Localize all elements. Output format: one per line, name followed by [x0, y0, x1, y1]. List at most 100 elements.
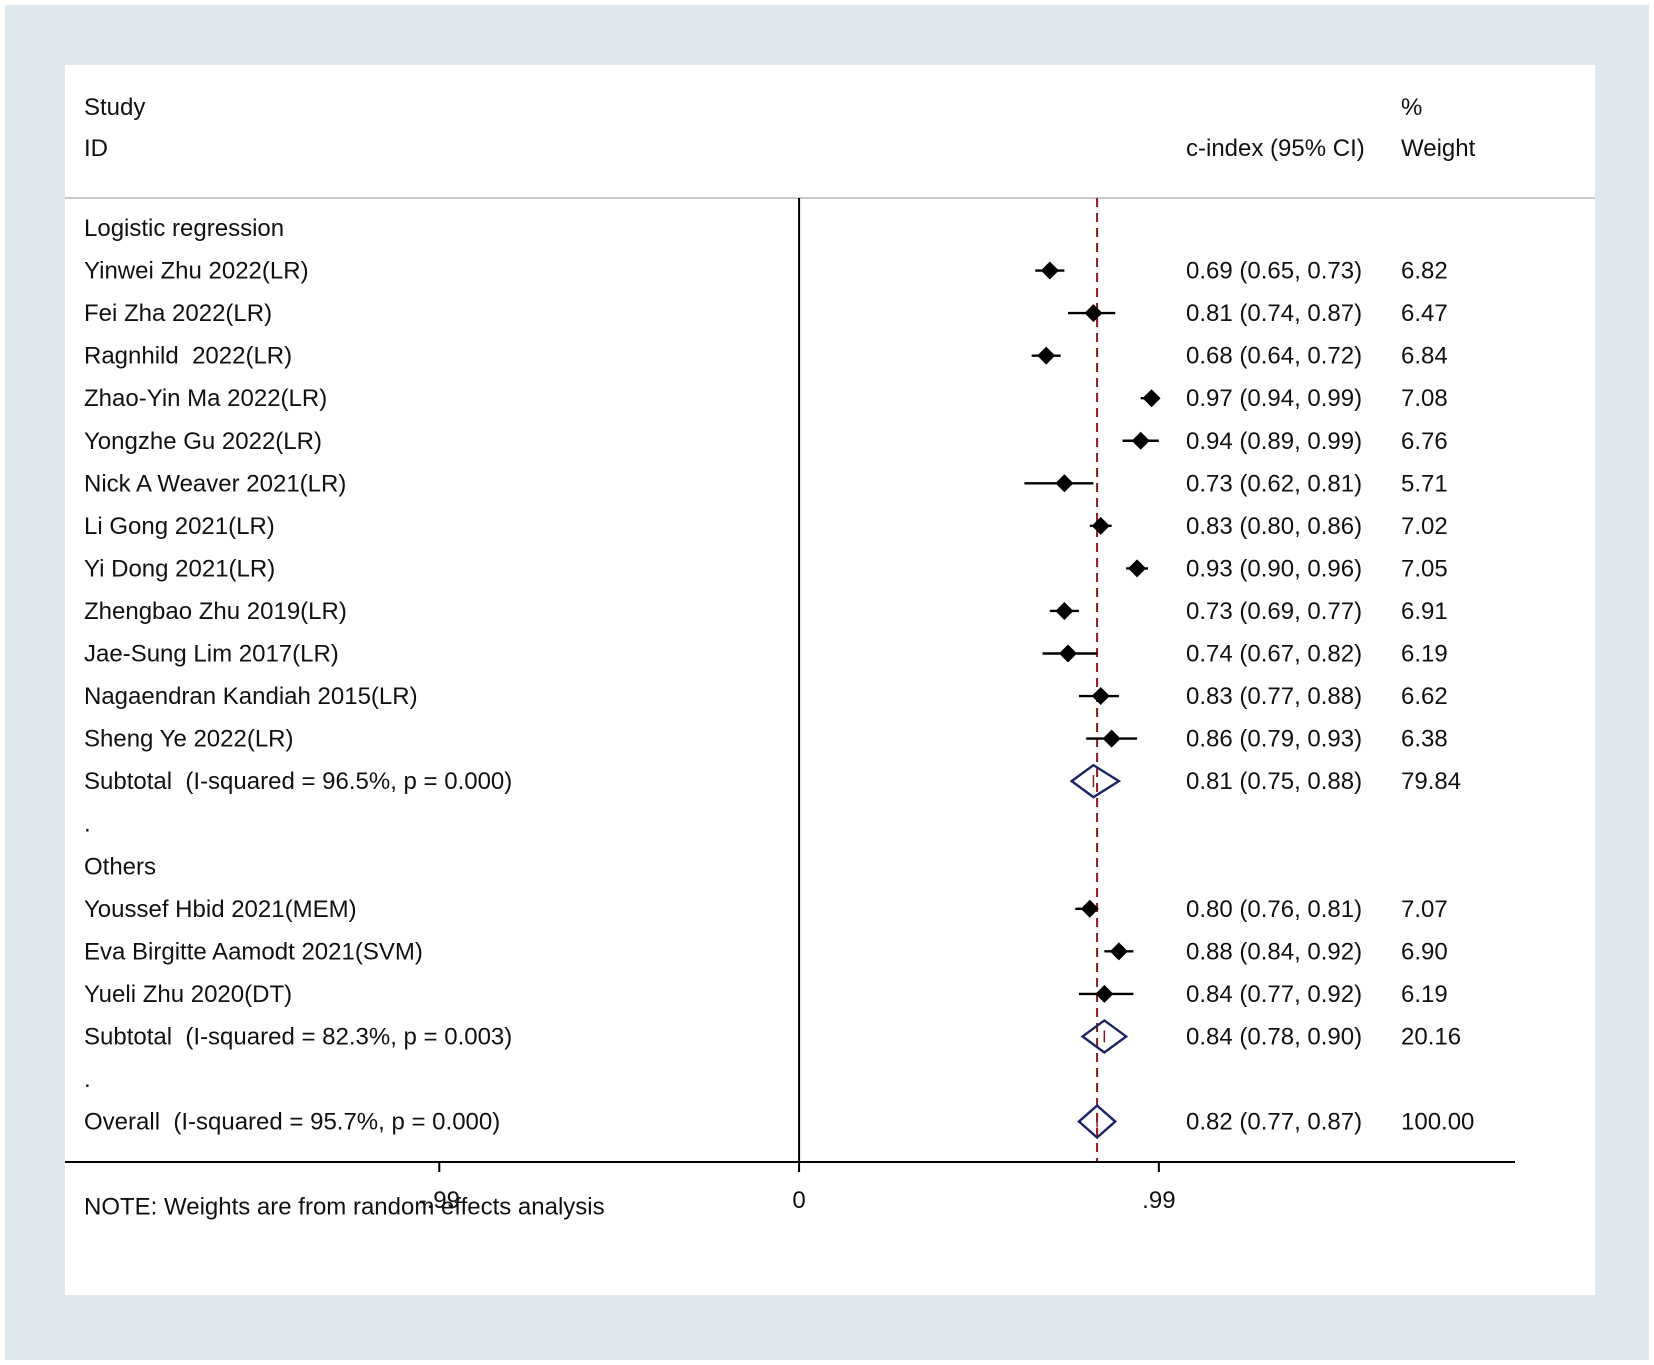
row-label: Yi Dong 2021(LR)	[84, 555, 275, 582]
forest-row-study: Sheng Ye 2022(LR) 0.86 (0.79, 0.93) 6.38	[84, 726, 1448, 753]
forest-row-group: Logistic regression	[84, 215, 284, 242]
forest-row-note: NOTE: Weights are from random effects an…	[84, 1194, 605, 1221]
weight-value: 7.07	[1401, 896, 1448, 923]
forest-plot: Study ID c-index (95% CI) % Weight Logis…	[65, 65, 1595, 1295]
weight-value: 6.62	[1401, 683, 1448, 710]
row-label: Yinwei Zhu 2022(LR)	[84, 258, 309, 285]
point-estimate-marker	[1095, 984, 1114, 1003]
forest-row-subtotal: Subtotal (I-squared = 82.3%, p = 0.003) 0…	[84, 1018, 1461, 1054]
ci-value: 0.97 (0.94, 0.99)	[1186, 385, 1362, 412]
ci-value: 0.80 (0.76, 0.81)	[1186, 896, 1362, 923]
row-label: Eva Birgitte Aamodt 2021(SVM)	[84, 938, 423, 965]
point-estimate-marker	[1102, 729, 1121, 748]
forest-row-study: Yongzhe Gu 2022(LR) 0.94 (0.89, 0.99) 6.76	[84, 428, 1448, 455]
point-estimate-marker	[1037, 346, 1056, 365]
x-tick-label: .99	[1142, 1187, 1175, 1214]
plot-panel	[65, 65, 1595, 1295]
forest-row-study: Yi Dong 2021(LR) 0.93 (0.90, 0.96) 7.05	[84, 555, 1448, 582]
point-estimate-marker	[1059, 644, 1078, 663]
weight-value: 6.19	[1401, 641, 1448, 668]
row-label: Li Gong 2021(LR)	[84, 513, 275, 540]
group-label: Others	[84, 853, 156, 880]
header-c-index: c-index (95% CI)	[1186, 135, 1365, 162]
header-id: ID	[84, 135, 108, 162]
ci-value: 0.83 (0.77, 0.88)	[1186, 683, 1362, 710]
forest-row-study: Nagaendran Kandiah 2015(LR) 0.83 (0.77, 0…	[84, 683, 1448, 710]
forest-row-study: Nick A Weaver 2021(LR) 0.73 (0.62, 0.81) 5…	[84, 470, 1448, 497]
point-estimate-marker	[1142, 389, 1161, 408]
pooled-estimate-diamond	[1080, 1018, 1129, 1054]
forest-row-study: Fei Zha 2022(LR) 0.81 (0.74, 0.87) 6.47	[84, 300, 1448, 327]
ci-value: 0.73 (0.62, 0.81)	[1186, 470, 1362, 497]
ci-value: 0.93 (0.90, 0.96)	[1186, 555, 1362, 582]
weight-value: 6.76	[1401, 428, 1448, 455]
point-estimate-marker	[1055, 474, 1074, 493]
ci-value: 0.82 (0.77, 0.87)	[1186, 1109, 1362, 1136]
weight-value: 20.16	[1401, 1023, 1461, 1050]
row-label: Yueli Zhu 2020(DT)	[84, 981, 292, 1008]
row-label: .	[84, 811, 91, 838]
row-label: Jae-Sung Lim 2017(LR)	[84, 641, 339, 668]
ci-value: 0.73 (0.69, 0.77)	[1186, 598, 1362, 625]
weight-value: 6.84	[1401, 343, 1448, 370]
forest-row-study: Li Gong 2021(LR) 0.83 (0.80, 0.86) 7.02	[84, 513, 1448, 540]
forest-row-study: Eva Birgitte Aamodt 2021(SVM) 0.88 (0.84,…	[84, 938, 1448, 965]
weight-value: 79.84	[1401, 768, 1461, 795]
x-axis: -.99 0 .99	[65, 1161, 1515, 1214]
point-estimate-marker	[1109, 942, 1128, 961]
weight-value: 6.90	[1401, 938, 1448, 965]
weight-value: 7.05	[1401, 555, 1448, 582]
row-label: Fei Zha 2022(LR)	[84, 300, 272, 327]
x-tick-label: 0	[792, 1187, 805, 1214]
pooled-estimate-diamond	[1069, 763, 1122, 799]
row-label: Subtotal (I-squared = 82.3%, p = 0.003)	[84, 1023, 512, 1050]
forest-row-subtotal: Overall (I-squared = 95.7%, p = 0.000) 0.…	[84, 1103, 1474, 1140]
ci-value: 0.94 (0.89, 0.99)	[1186, 428, 1362, 455]
ci-value: 0.69 (0.65, 0.73)	[1186, 258, 1362, 285]
ci-value: 0.86 (0.79, 0.93)	[1186, 726, 1362, 753]
weight-value: 6.38	[1401, 726, 1448, 753]
ci-value: 0.83 (0.80, 0.86)	[1186, 513, 1362, 540]
weight-value: 6.91	[1401, 598, 1448, 625]
point-estimate-marker	[1091, 516, 1110, 535]
ci-value: 0.88 (0.84, 0.92)	[1186, 938, 1362, 965]
point-estimate-marker	[1091, 687, 1110, 706]
weight-value: 5.71	[1401, 470, 1448, 497]
pooled-estimate-diamond	[1077, 1103, 1118, 1140]
row-label: Overall (I-squared = 95.7%, p = 0.000)	[84, 1109, 500, 1136]
header-percent: %	[1401, 94, 1422, 121]
group-label: Logistic regression	[84, 215, 284, 242]
point-estimate-marker	[1084, 304, 1103, 323]
forest-row-spacer: .	[84, 811, 91, 838]
ci-value: 0.84 (0.78, 0.90)	[1186, 1023, 1362, 1050]
forest-row-study: Zhao-Yin Ma 2022(LR) 0.97 (0.94, 0.99) 7.0…	[84, 385, 1448, 412]
table-header: Study ID c-index (95% CI) % Weight	[65, 94, 1595, 199]
row-label: .	[84, 1066, 91, 1093]
ci-value: 0.81 (0.75, 0.88)	[1186, 768, 1362, 795]
forest-row-study: Yueli Zhu 2020(DT) 0.84 (0.77, 0.92) 6.19	[84, 981, 1448, 1008]
forest-row-study: Ragnhild 2022(LR) 0.68 (0.64, 0.72) 6.84	[84, 343, 1448, 370]
weight-value: 6.47	[1401, 300, 1448, 327]
figure-background: Study ID c-index (95% CI) % Weight Logis…	[5, 5, 1649, 1360]
forest-row-study: Zhengbao Zhu 2019(LR) 0.73 (0.69, 0.77) 6.…	[84, 598, 1448, 625]
ci-value: 0.74 (0.67, 0.82)	[1186, 641, 1362, 668]
header-study: Study	[84, 94, 145, 121]
table-rows: Logistic regression Yinwei Zhu 2022(LR) 0.…	[84, 198, 1474, 1221]
ci-value: 0.81 (0.74, 0.87)	[1186, 300, 1362, 327]
footnote: NOTE: Weights are from random effects an…	[84, 1194, 605, 1221]
header-weight: Weight	[1401, 135, 1476, 162]
row-label: Subtotal (I-squared = 96.5%, p = 0.000)	[84, 768, 512, 795]
row-label: Zhengbao Zhu 2019(LR)	[84, 598, 347, 625]
row-label: Nick A Weaver 2021(LR)	[84, 470, 346, 497]
point-estimate-marker	[1080, 899, 1099, 918]
row-label: Nagaendran Kandiah 2015(LR)	[84, 683, 418, 710]
weight-value: 6.19	[1401, 981, 1448, 1008]
weight-value: 100.00	[1401, 1109, 1474, 1136]
forest-row-study: Jae-Sung Lim 2017(LR) 0.74 (0.67, 0.82) 6.…	[84, 641, 1448, 668]
point-estimate-marker	[1131, 431, 1150, 450]
point-estimate-marker	[1055, 601, 1074, 620]
row-label: Youssef Hbid 2021(MEM)	[84, 896, 357, 923]
forest-row-spacer: .	[84, 1066, 91, 1093]
weight-value: 6.82	[1401, 258, 1448, 285]
forest-row-study: Youssef Hbid 2021(MEM) 0.80 (0.76, 0.81) 7…	[84, 896, 1448, 923]
